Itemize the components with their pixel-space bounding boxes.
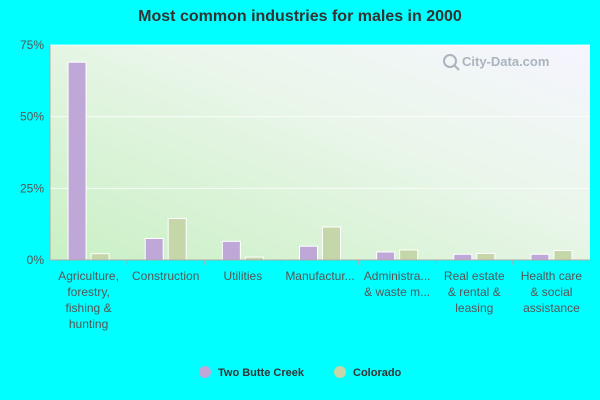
x-category-label: assistance bbox=[523, 301, 580, 315]
x-category-label: Agriculture, bbox=[58, 269, 119, 283]
x-category-label: leasing bbox=[455, 301, 493, 315]
x-category-label: Utilities bbox=[224, 269, 263, 283]
x-category-label: forestry, bbox=[67, 285, 109, 299]
legend-swatch-0 bbox=[199, 366, 211, 378]
bar-colorado-6 bbox=[553, 250, 573, 261]
bar-two-butte-creek-6 bbox=[530, 253, 550, 261]
axes: 0% 25% 50% 75% Agriculture, forestry, fishing … bbox=[20, 38, 590, 331]
bar-two-butte-creek-5 bbox=[453, 253, 473, 261]
grid-lines bbox=[50, 44, 590, 189]
x-category-label: hunting bbox=[69, 317, 108, 331]
plot-background bbox=[50, 45, 590, 260]
x-category-label: Health care bbox=[521, 269, 583, 283]
y-tick-label: 25% bbox=[20, 181, 44, 195]
chart-title: Most common industries for males in 2000 bbox=[138, 8, 462, 25]
x-category-label: & waste m... bbox=[364, 285, 430, 299]
bar-colorado-1 bbox=[167, 217, 187, 261]
watermark: City-Data.com bbox=[443, 54, 549, 71]
x-category-label: Construction bbox=[132, 269, 199, 283]
bar-two-butte-creek-4 bbox=[376, 251, 396, 261]
x-category-label: Real estate bbox=[444, 269, 505, 283]
legend: Two Butte Creek Colorado bbox=[199, 366, 402, 379]
bar-colorado-4 bbox=[399, 249, 419, 261]
x-category-label: Administra... bbox=[364, 269, 431, 283]
bar-two-butte-creek-2 bbox=[221, 240, 241, 261]
x-category-label: Manufactur... bbox=[285, 269, 354, 283]
legend-swatch-1 bbox=[334, 366, 346, 378]
bar-two-butte-creek-3 bbox=[299, 245, 318, 261]
x-category-label: fishing & bbox=[66, 301, 112, 315]
watermark-search-icon-handle bbox=[453, 64, 460, 71]
watermark-search-icon bbox=[443, 54, 457, 68]
bar-two-butte-creek-0 bbox=[67, 61, 87, 261]
bar-colorado-0 bbox=[90, 253, 110, 261]
x-category-label: & rental & bbox=[448, 285, 501, 299]
legend-label-0: Two Butte Creek bbox=[218, 367, 305, 379]
y-tick-label: 75% bbox=[20, 38, 44, 52]
bar-colorado-3 bbox=[322, 226, 341, 261]
bar-colorado-5 bbox=[476, 252, 496, 261]
watermark-text: City-Data.com bbox=[462, 54, 549, 69]
y-tick-label: 50% bbox=[20, 110, 44, 124]
bar-two-butte-creek-1 bbox=[144, 238, 164, 261]
y-tick-label: 0% bbox=[27, 253, 45, 267]
x-category-label: & social bbox=[530, 285, 572, 299]
legend-label-1: Colorado bbox=[353, 367, 402, 379]
